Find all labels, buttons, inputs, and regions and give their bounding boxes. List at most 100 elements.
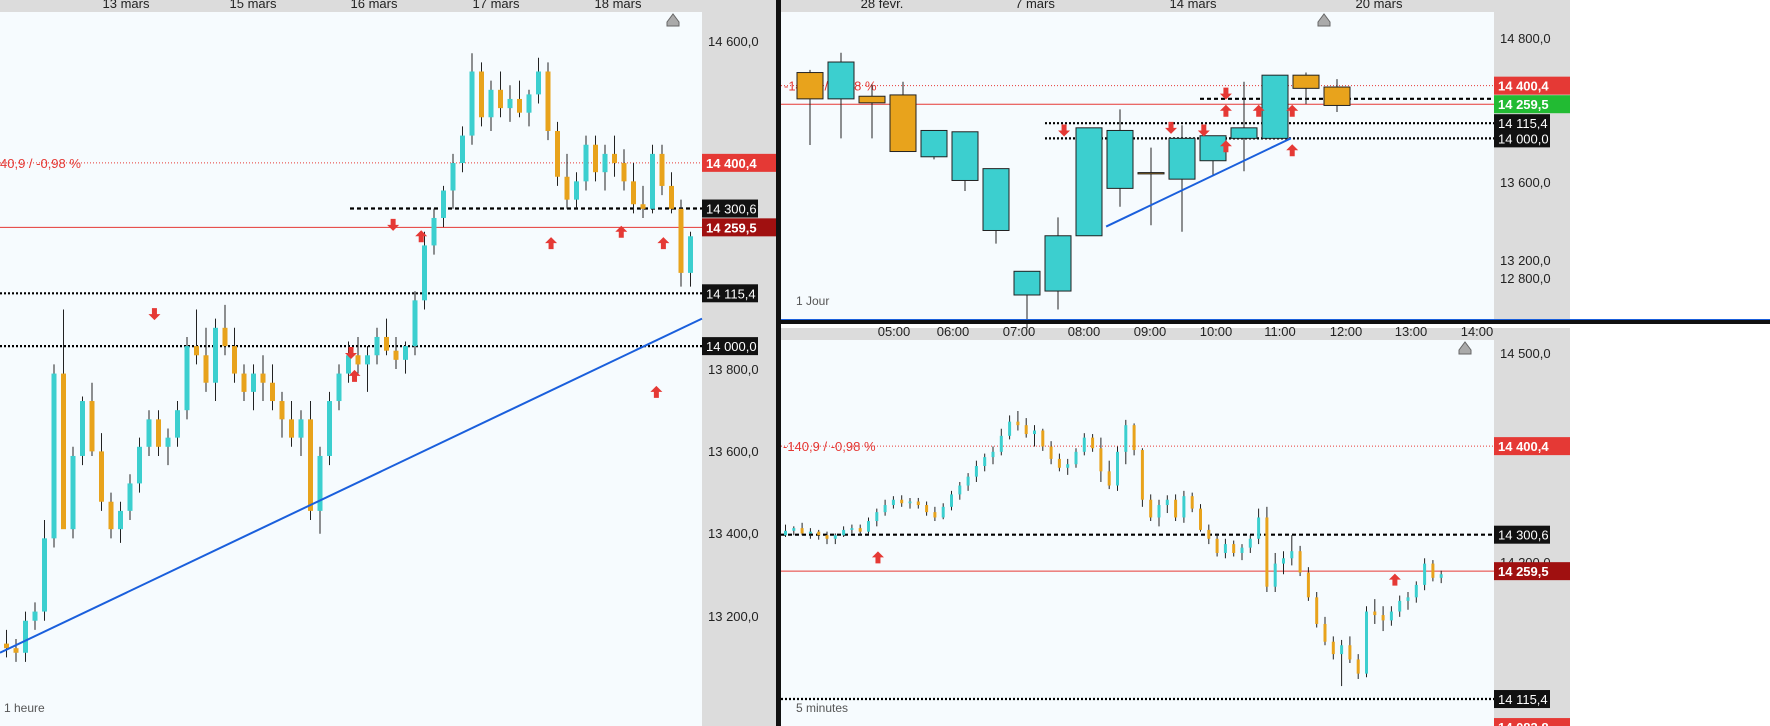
y-tick-label: 13 200,0: [708, 609, 759, 624]
candle-body: [1315, 597, 1319, 624]
candle-body: [1013, 270, 1041, 296]
candle-body: [279, 401, 285, 420]
candle-body: [1230, 127, 1258, 139]
candle-body: [1106, 129, 1134, 189]
candle-body: [1041, 430, 1045, 447]
price-badge-label: 14 115,4: [1498, 116, 1548, 131]
performance-label: 40,9 / -0,98 %: [0, 156, 81, 171]
x-tick-label: 09:00: [1134, 324, 1167, 339]
chart-panel-daily: 28 févr. 7 mars 14 mars 20 mars 14 800,0 13 6…: [781, 0, 1570, 336]
y-axis-area: [702, 12, 776, 726]
candle-body: [941, 506, 945, 518]
x-tick-label: 06:00: [937, 324, 970, 339]
candle-body: [1190, 496, 1194, 509]
price-badge-label: 14 259,5: [706, 220, 757, 235]
candle-body: [966, 476, 970, 486]
candle-body: [536, 71, 541, 95]
candle-body: [251, 373, 256, 392]
candle-body: [808, 531, 812, 534]
candle-body: [564, 176, 570, 200]
candle-body: [640, 204, 646, 209]
candle-body: [498, 89, 503, 109]
candle-body: [920, 129, 948, 158]
candle-body: [1008, 421, 1012, 436]
price-badge: [1494, 95, 1570, 114]
x-tick-label: 14:00: [1461, 324, 1494, 339]
candle-body: [374, 336, 380, 356]
candle-body: [1282, 558, 1285, 564]
candle-body: [593, 144, 598, 173]
candle-body: [507, 98, 513, 109]
candle-body: [1331, 641, 1335, 655]
vertical-divider[interactable]: [776, 0, 781, 726]
candle-body: [137, 446, 142, 484]
price-badge-label: 14 300,6: [706, 202, 757, 217]
candle-body: [1082, 437, 1086, 452]
candle-body: [213, 327, 218, 383]
candle-body: [1373, 611, 1377, 616]
candle-body: [1199, 508, 1202, 530]
arrow-up-icon: [657, 237, 670, 250]
y-tick-label: 13 600,0: [1500, 175, 1551, 190]
candle-body: [1323, 86, 1351, 106]
candle-body: [460, 135, 465, 164]
x-tick-label: 07:00: [1003, 324, 1036, 339]
candle-body: [983, 457, 987, 467]
candles: [784, 410, 1443, 687]
candle-body: [355, 355, 361, 365]
x-tick-label: 20 mars: [1356, 0, 1403, 11]
candle-body: [900, 499, 904, 504]
candle-body: [555, 131, 560, 177]
price-badge: [1494, 114, 1550, 133]
candle-body: [365, 355, 370, 365]
candle-body: [1140, 450, 1144, 500]
candle-body: [1290, 551, 1294, 559]
x-axis-strip: [781, 0, 1570, 12]
x-tick-label: 14 mars: [1170, 0, 1217, 11]
candle-body: [260, 373, 266, 383]
candle-body: [991, 451, 995, 458]
candle-body: [950, 494, 953, 507]
candle-body: [412, 300, 418, 347]
candle-body: [650, 153, 655, 209]
candle-body: [875, 512, 879, 522]
arrow-up-icon: [348, 369, 361, 382]
horizontal-divider[interactable]: [781, 320, 1770, 324]
price-badge-label: 14 000,0: [706, 339, 757, 354]
y-tick-label: 14 600,0: [708, 34, 759, 49]
y-tick-label: 13 600,0: [708, 444, 759, 459]
candle-body: [545, 71, 551, 131]
price-badge: [702, 199, 758, 218]
candle-body: [431, 217, 437, 246]
home-icon[interactable]: [1317, 13, 1331, 27]
candle-body: [203, 355, 209, 383]
candle-body: [631, 181, 636, 205]
candle-body: [1207, 529, 1211, 539]
home-icon[interactable]: [666, 13, 680, 27]
candle-body: [317, 455, 323, 511]
plot-area: [781, 12, 1494, 320]
candle-body: [1365, 611, 1368, 674]
candle-body: [982, 168, 1010, 231]
arrow-up-icon: [415, 230, 428, 243]
candle-body: [1165, 499, 1169, 506]
home-icon[interactable]: [1458, 341, 1472, 355]
x-axis-strip: [781, 328, 1570, 340]
candle-body: [127, 483, 133, 511]
candle-body: [1132, 425, 1136, 451]
candle-body: [883, 505, 887, 513]
candle-body: [1033, 430, 1036, 435]
candles: [4, 53, 693, 662]
y-tick-label: 12 800,0: [1500, 271, 1551, 286]
price-badge-label: 14 083,8: [1498, 720, 1549, 726]
candle-body: [1091, 437, 1095, 449]
candle-body: [298, 419, 304, 438]
candle-body: [796, 72, 824, 100]
candle-body: [1248, 538, 1252, 548]
candle-body: [336, 373, 342, 402]
candle-body: [1044, 235, 1072, 292]
candle-body: [289, 419, 294, 438]
candle-body: [232, 346, 237, 374]
x-tick-label: 15 mars: [230, 0, 277, 11]
